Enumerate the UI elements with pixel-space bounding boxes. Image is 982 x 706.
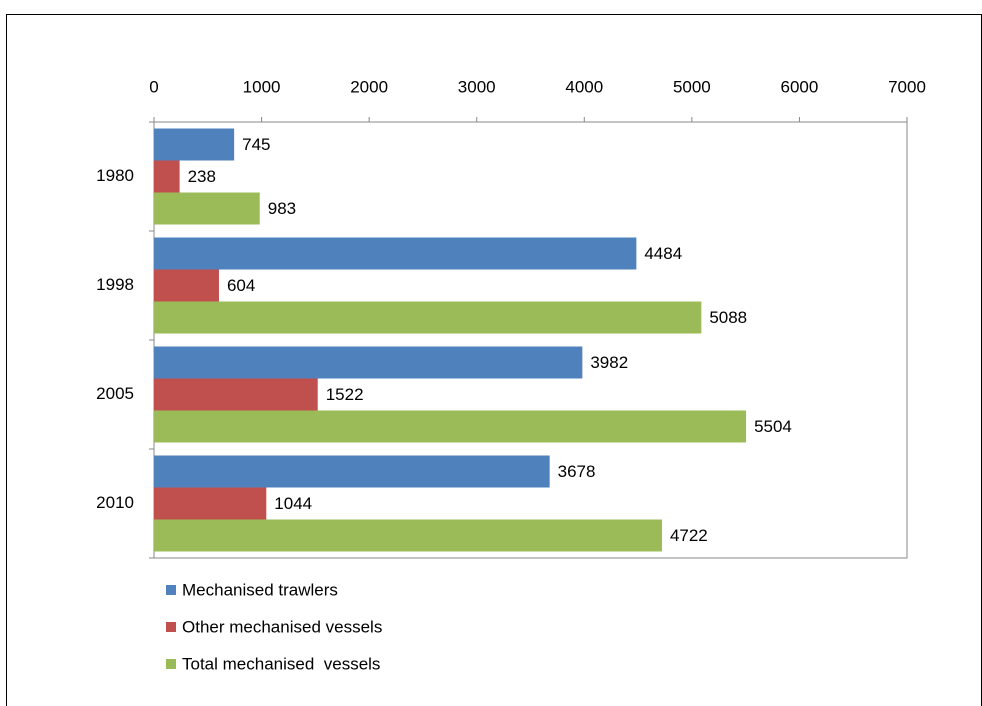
data-label: 604	[227, 276, 255, 295]
bar	[154, 237, 637, 270]
x-tick-label: 6000	[781, 77, 819, 96]
x-tick-label: 3000	[458, 77, 496, 96]
y-tick-label: 1980	[96, 166, 134, 185]
bar	[154, 160, 180, 193]
data-label: 983	[268, 199, 296, 218]
data-label: 4722	[670, 526, 708, 545]
data-label: 3982	[590, 353, 628, 372]
data-label: 3678	[558, 462, 596, 481]
bar	[154, 455, 550, 488]
y-tick-label: 2005	[96, 384, 134, 403]
bar	[154, 192, 260, 225]
x-tick-label: 7000	[888, 77, 926, 96]
legend-label: Mechanised trawlers	[182, 580, 338, 599]
x-tick-label: 1000	[243, 77, 281, 96]
bar	[154, 519, 662, 552]
x-tick-label: 0	[149, 77, 158, 96]
x-tick-label: 2000	[350, 77, 388, 96]
bar	[154, 378, 318, 411]
data-label: 5504	[754, 417, 792, 436]
data-label: 238	[188, 167, 216, 186]
bar	[154, 301, 702, 334]
legend-label: Other mechanised vessels	[182, 617, 382, 636]
data-label: 1522	[326, 385, 364, 404]
bar	[154, 346, 583, 379]
data-label: 5088	[709, 308, 747, 327]
bar	[154, 487, 267, 520]
x-tick-label: 4000	[565, 77, 603, 96]
data-label: 4484	[644, 244, 682, 263]
legend-swatch	[166, 585, 176, 595]
y-tick-label: 2010	[96, 493, 134, 512]
legend-swatch	[166, 622, 176, 632]
legend-label: Total mechanised vessels	[182, 654, 380, 673]
bar	[154, 128, 235, 161]
legend-swatch	[166, 659, 176, 669]
y-tick-label: 1998	[96, 275, 134, 294]
data-label: 745	[242, 135, 270, 154]
bar	[154, 269, 219, 302]
plot-frame	[153, 121, 908, 559]
bar	[154, 410, 747, 443]
x-tick-label: 5000	[673, 77, 711, 96]
data-label: 1044	[274, 494, 312, 513]
